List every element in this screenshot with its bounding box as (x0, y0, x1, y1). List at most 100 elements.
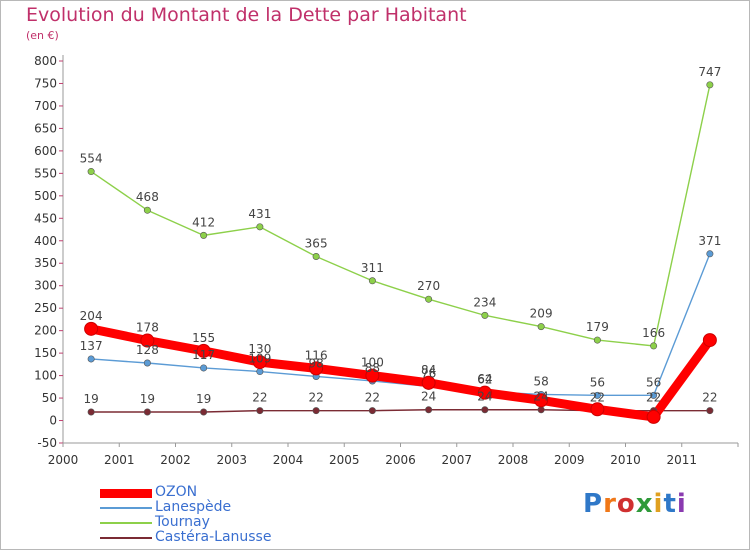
data-point (481, 406, 489, 414)
data-points (84, 81, 717, 424)
x-tick-label: 2000 (48, 453, 79, 467)
x-tick-label: 2009 (554, 453, 585, 467)
data-label: 204 (80, 309, 103, 323)
data-point (256, 368, 264, 376)
data-label: 22 (590, 391, 605, 405)
data-label: 468 (136, 190, 159, 204)
data-label: 56 (590, 375, 605, 389)
data-labels: 204 178 155 130 116 100 84 62 137 128 117 109 98 88 76… (80, 65, 722, 406)
data-label: 64 (477, 372, 492, 386)
data-point (706, 81, 714, 89)
data-point (200, 364, 208, 372)
data-label: 24 (421, 390, 436, 404)
data-point (312, 407, 320, 415)
data-point (200, 231, 208, 239)
y-tick-label: 100 (34, 369, 57, 383)
logo-letter: r (603, 489, 617, 519)
legend-item: Lanespède (100, 499, 320, 516)
data-label: 19 (83, 392, 98, 406)
y-tick-label: 500 (34, 189, 57, 203)
data-label: 179 (586, 320, 609, 334)
data-label: 22 (252, 391, 267, 405)
data-point (702, 333, 717, 348)
data-point (368, 407, 376, 415)
logo-letter: P (583, 489, 604, 519)
logo-letter: i (676, 489, 687, 519)
data-point (87, 355, 95, 363)
x-tick-label: 2006 (385, 453, 416, 467)
logo-letter: t (663, 489, 677, 519)
data-point (421, 375, 436, 390)
data-point (143, 206, 151, 214)
data-label: 116 (305, 348, 328, 362)
data-point (368, 277, 376, 285)
data-point (650, 342, 658, 350)
data-point (143, 408, 151, 416)
data-point (534, 393, 549, 408)
y-tick-label: 0 (49, 414, 57, 428)
legend-label: Lanespède (155, 499, 232, 515)
x-tick-label: 2003 (216, 453, 247, 467)
data-point (252, 355, 267, 370)
data-label: 311 (361, 261, 384, 275)
x-tick-label: 2011 (666, 453, 697, 467)
data-point (84, 321, 99, 336)
legend-swatch (100, 507, 152, 509)
chart-title: Evolution du Montant de la Dette par Hab… (26, 4, 467, 26)
data-label: 22 (646, 391, 661, 405)
data-label: 84 (421, 363, 436, 377)
data-point (706, 407, 714, 415)
data-label: 178 (136, 321, 159, 335)
data-label: 22 (308, 391, 323, 405)
y-tick-label: 600 (34, 144, 57, 158)
data-point (481, 311, 489, 319)
data-label: 234 (473, 295, 496, 309)
data-point (196, 343, 211, 358)
data-label: 270 (417, 279, 440, 293)
x-tick-label: 2005 (329, 453, 360, 467)
data-point (200, 408, 208, 416)
series-line-0 (86, 324, 715, 422)
data-point (706, 250, 714, 258)
data-point (425, 406, 433, 414)
series-lines (86, 84, 715, 422)
data-label: 431 (248, 207, 271, 221)
data-label: 24 (533, 390, 548, 404)
data-point (590, 402, 605, 417)
legend-item: Castéra-Lanusse (100, 529, 320, 546)
y-tick-label: 800 (34, 54, 57, 68)
data-point (365, 368, 380, 383)
data-point (256, 407, 264, 415)
data-point (593, 391, 601, 399)
data-point (593, 336, 601, 344)
data-label: 19 (140, 392, 155, 406)
y-tick-label: 400 (34, 234, 57, 248)
data-label: 365 (305, 236, 328, 250)
x-tick-label: 2002 (160, 453, 191, 467)
data-label: 76 (421, 366, 436, 380)
y-tick-label: 150 (34, 346, 57, 360)
legend-label: Castéra-Lanusse (155, 529, 272, 545)
legend-swatch (100, 537, 152, 539)
data-label: 371 (698, 234, 721, 248)
legend-item: Tournay (100, 514, 320, 531)
data-label: 22 (365, 391, 380, 405)
x-tick-label: 2001 (104, 453, 135, 467)
data-label: 24 (477, 390, 492, 404)
y-tick-label: 650 (34, 121, 57, 135)
data-label: 117 (192, 348, 215, 362)
data-point (650, 391, 658, 399)
y-tick-label: 250 (34, 301, 57, 315)
x-tick-label: 2008 (498, 453, 529, 467)
y-tick-label: 550 (34, 166, 57, 180)
data-point (87, 408, 95, 416)
data-point (309, 361, 324, 376)
data-point (312, 252, 320, 260)
proxiti-logo: Proxiti (583, 489, 687, 519)
legend-swatch (100, 488, 152, 498)
data-label: 554 (80, 152, 103, 166)
y-tick-label: 350 (34, 256, 57, 270)
y-tick-label: 700 (34, 99, 57, 113)
